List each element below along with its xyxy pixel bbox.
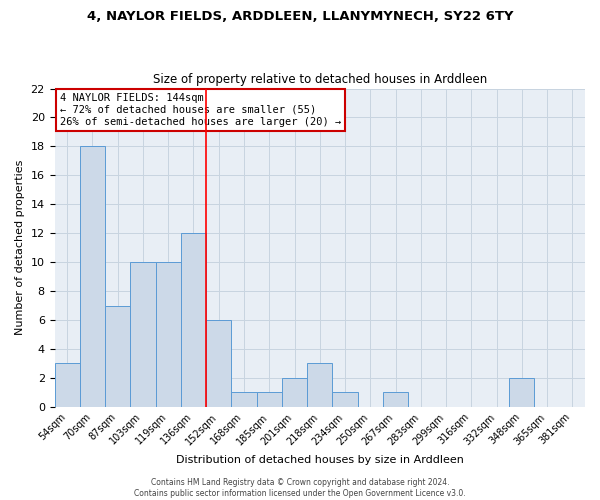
Bar	[257, 392, 282, 407]
Bar	[307, 364, 332, 407]
Text: 4, NAYLOR FIELDS, ARDDLEEN, LLANYMYNECH, SY22 6TY: 4, NAYLOR FIELDS, ARDDLEEN, LLANYMYNECH,…	[87, 10, 513, 23]
Bar	[80, 146, 105, 407]
Bar	[105, 306, 130, 407]
Y-axis label: Number of detached properties: Number of detached properties	[15, 160, 25, 336]
Bar	[383, 392, 408, 407]
Bar	[181, 234, 206, 407]
Bar	[232, 392, 257, 407]
X-axis label: Distribution of detached houses by size in Arddleen: Distribution of detached houses by size …	[176, 455, 464, 465]
Bar	[155, 262, 181, 407]
Bar	[206, 320, 232, 407]
Bar	[332, 392, 358, 407]
Bar	[130, 262, 155, 407]
Bar	[55, 364, 80, 407]
Bar	[282, 378, 307, 407]
Bar	[509, 378, 535, 407]
Text: Contains HM Land Registry data © Crown copyright and database right 2024.
Contai: Contains HM Land Registry data © Crown c…	[134, 478, 466, 498]
Text: 4 NAYLOR FIELDS: 144sqm
← 72% of detached houses are smaller (55)
26% of semi-de: 4 NAYLOR FIELDS: 144sqm ← 72% of detache…	[60, 94, 341, 126]
Title: Size of property relative to detached houses in Arddleen: Size of property relative to detached ho…	[152, 73, 487, 86]
